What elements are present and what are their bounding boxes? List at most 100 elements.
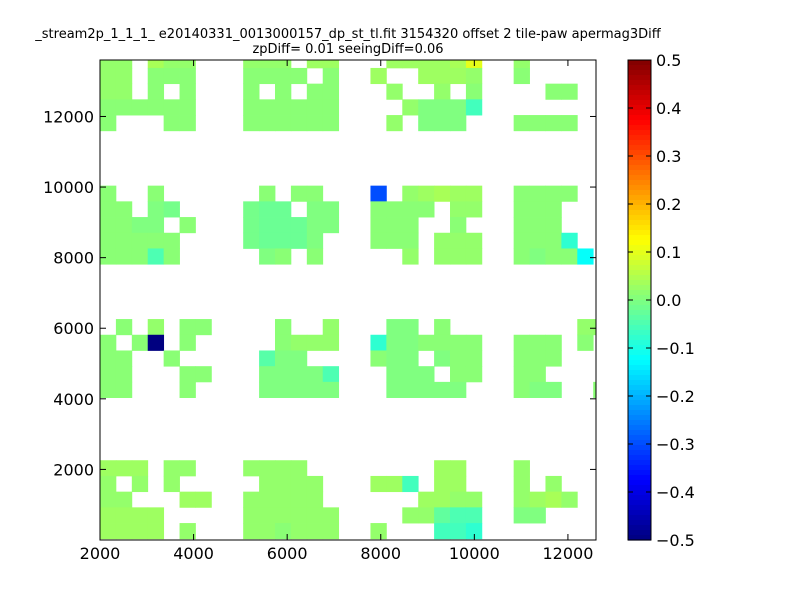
heatmap-cell bbox=[529, 185, 546, 202]
heatmap-cell bbox=[147, 99, 165, 116]
colorbar-step bbox=[628, 100, 651, 106]
colorbar-step bbox=[628, 285, 651, 291]
heatmap-cell bbox=[275, 334, 292, 351]
heatmap-cell bbox=[465, 491, 483, 508]
colorbar-step bbox=[628, 485, 651, 491]
heatmap-cell bbox=[147, 201, 165, 218]
heatmap-cell bbox=[545, 115, 562, 132]
colorbar-step bbox=[628, 450, 651, 456]
heatmap-cell bbox=[545, 217, 562, 234]
heatmap-cell bbox=[450, 460, 467, 477]
heatmap-cell bbox=[306, 115, 324, 132]
x-tick-label: 8000 bbox=[360, 544, 401, 563]
heatmap-cell bbox=[465, 99, 483, 116]
heatmap-cell bbox=[115, 491, 133, 508]
heatmap-cell bbox=[163, 99, 180, 116]
heatmap-cell bbox=[418, 115, 435, 132]
colorbar-step bbox=[628, 370, 651, 376]
heatmap-cell bbox=[545, 381, 562, 398]
heatmap-cell bbox=[147, 507, 165, 524]
colorbar-step bbox=[628, 205, 651, 211]
colorbar-step bbox=[628, 410, 651, 416]
heatmap-cell bbox=[115, 350, 133, 367]
heatmap-cell bbox=[306, 491, 324, 508]
colorbar-tick-label: −0.2 bbox=[656, 387, 695, 406]
heatmap-cell bbox=[306, 248, 324, 265]
colorbar-step bbox=[628, 125, 651, 131]
heatmap-cell bbox=[275, 115, 292, 132]
colorbar-step bbox=[628, 315, 651, 321]
heatmap-cell bbox=[147, 334, 165, 351]
colorbar-step bbox=[628, 215, 651, 221]
heatmap-cell bbox=[465, 523, 483, 540]
heatmap-cell bbox=[450, 115, 467, 132]
heatmap-cell bbox=[131, 232, 149, 249]
y-tick-label: 8000 bbox=[53, 249, 94, 268]
colorbar-step bbox=[628, 130, 651, 136]
heatmap-cell bbox=[386, 475, 403, 493]
colorbar-step bbox=[628, 140, 651, 146]
colorbar-step bbox=[628, 305, 651, 311]
heatmap-cell bbox=[434, 185, 451, 202]
colorbar-step bbox=[628, 535, 651, 541]
heatmap-cell bbox=[275, 381, 292, 398]
colorbar-step bbox=[628, 355, 651, 361]
heatmap-cell bbox=[275, 460, 292, 477]
heatmap-cell bbox=[465, 366, 483, 383]
heatmap-cell bbox=[290, 67, 308, 85]
heatmap-cell bbox=[322, 60, 340, 69]
heatmap-cell bbox=[593, 319, 597, 336]
colorbar-step bbox=[628, 135, 651, 141]
heatmap-cell bbox=[465, 507, 483, 524]
heatmap-cell bbox=[386, 201, 403, 218]
colorbar-tick-label: −0.4 bbox=[656, 483, 695, 502]
heatmap-cell bbox=[275, 491, 292, 508]
heatmap-cell bbox=[450, 232, 467, 249]
heatmap-cell bbox=[115, 99, 133, 116]
colorbar-step bbox=[628, 380, 651, 386]
heatmap-cell bbox=[275, 248, 292, 265]
heatmap-cell bbox=[529, 350, 546, 367]
colorbar-step bbox=[628, 320, 651, 326]
heatmap-cell bbox=[275, 217, 292, 234]
heatmap-cell bbox=[322, 507, 340, 524]
heatmap-cell bbox=[131, 217, 149, 234]
heatmap-cell bbox=[290, 334, 308, 351]
heatmap-cell bbox=[370, 67, 387, 85]
heatmap-cell bbox=[402, 334, 419, 351]
heatmap-cell bbox=[529, 366, 546, 383]
heatmap-cell bbox=[529, 115, 546, 132]
heatmap-cell bbox=[450, 366, 467, 383]
heatmap-cell bbox=[179, 381, 196, 398]
chart-title: _stream2p_1_1_1_ e20140331_0013000157_dp… bbox=[34, 27, 661, 57]
heatmap-cell bbox=[561, 248, 578, 265]
colorbar-step bbox=[628, 165, 651, 171]
colorbar-tick-label: 0.3 bbox=[656, 147, 681, 166]
colorbar-step bbox=[628, 440, 651, 446]
axis-ticks: 2000 4000 6000 8000 10000 12000 2000 4000 6000 80… bbox=[43, 60, 596, 563]
heatmap-cell bbox=[545, 83, 562, 100]
heatmap-cell bbox=[179, 217, 196, 234]
colorbar-tick-label: 0.0 bbox=[656, 291, 681, 310]
heatmap-cell bbox=[402, 350, 419, 367]
heatmap-cell bbox=[561, 115, 578, 132]
heatmap-cell bbox=[243, 232, 260, 249]
heatmap-cell bbox=[513, 381, 530, 398]
heatmap-cell bbox=[243, 491, 260, 508]
colorbar-step bbox=[628, 340, 651, 346]
colorbar-step bbox=[628, 80, 651, 86]
heatmap-cell bbox=[577, 334, 594, 351]
heatmap-cell bbox=[465, 185, 483, 202]
heatmap-cell bbox=[259, 185, 276, 202]
heatmap-cell bbox=[100, 99, 117, 116]
heatmap-cell bbox=[418, 60, 435, 69]
heatmap-cell bbox=[434, 381, 451, 398]
colorbar-step bbox=[628, 275, 651, 281]
heatmap-cell bbox=[259, 460, 276, 477]
colorbar-step bbox=[628, 280, 651, 286]
heatmap-cell bbox=[561, 83, 578, 100]
heatmap-cell bbox=[275, 523, 292, 540]
heatmap-cell bbox=[179, 319, 196, 336]
heatmap-cell bbox=[322, 381, 340, 398]
heatmap-cell bbox=[545, 491, 562, 508]
